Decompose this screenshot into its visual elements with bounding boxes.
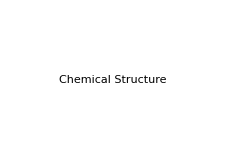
Text: Chemical Structure: Chemical Structure: [59, 76, 166, 85]
